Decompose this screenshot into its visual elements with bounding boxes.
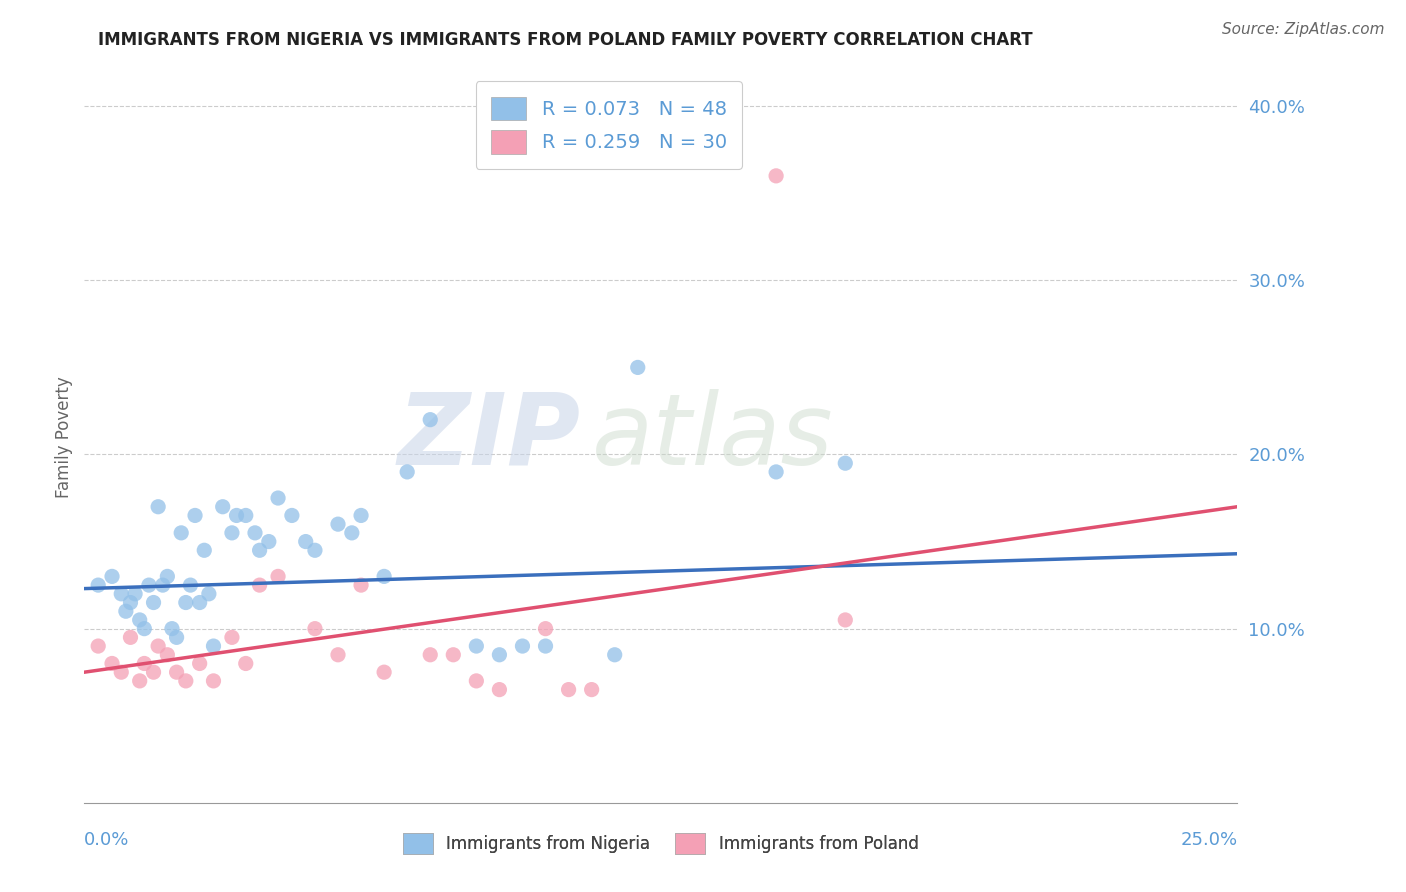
Point — [249, 543, 271, 558]
Point — [156, 569, 179, 583]
Point — [87, 639, 110, 653]
Point — [202, 673, 225, 688]
Point — [193, 543, 215, 558]
Point — [211, 500, 233, 514]
Text: 0.0%: 0.0% — [84, 830, 129, 848]
Point — [142, 595, 165, 609]
Point — [512, 639, 534, 653]
Point — [202, 639, 225, 653]
Point — [166, 631, 188, 645]
Point — [249, 578, 271, 592]
Point — [221, 631, 243, 645]
Point — [156, 648, 179, 662]
Point — [170, 525, 193, 540]
Text: ZIP: ZIP — [396, 389, 581, 485]
Point — [166, 665, 188, 680]
Point — [235, 508, 257, 523]
Point — [294, 534, 316, 549]
Point — [101, 569, 124, 583]
Point — [534, 639, 557, 653]
Point — [221, 525, 243, 540]
Point — [534, 622, 557, 636]
Point — [350, 578, 373, 592]
Point — [488, 682, 510, 697]
Point — [488, 648, 510, 662]
Point — [419, 648, 441, 662]
Point — [179, 578, 201, 592]
Point — [134, 657, 156, 671]
Point — [281, 508, 304, 523]
Point — [340, 525, 363, 540]
Point — [110, 665, 132, 680]
Legend: Immigrants from Nigeria, Immigrants from Poland: Immigrants from Nigeria, Immigrants from… — [396, 827, 925, 860]
Point — [267, 569, 290, 583]
Point — [120, 631, 142, 645]
Point — [326, 517, 349, 532]
Point — [124, 587, 146, 601]
Point — [603, 648, 626, 662]
Point — [184, 508, 207, 523]
Y-axis label: Family Poverty: Family Poverty — [55, 376, 73, 498]
Point — [304, 543, 326, 558]
Point — [396, 465, 419, 479]
Text: Source: ZipAtlas.com: Source: ZipAtlas.com — [1222, 22, 1385, 37]
Point — [128, 673, 150, 688]
Point — [581, 682, 603, 697]
Point — [235, 657, 257, 671]
Point — [373, 665, 395, 680]
Point — [627, 360, 650, 375]
Point — [441, 648, 464, 662]
Point — [304, 622, 326, 636]
Point — [765, 169, 787, 183]
Point — [465, 639, 488, 653]
Point — [128, 613, 150, 627]
Point — [174, 673, 197, 688]
Point — [101, 657, 124, 671]
Point — [142, 665, 165, 680]
Point — [834, 613, 856, 627]
Point — [87, 578, 110, 592]
Text: atlas: atlas — [592, 389, 834, 485]
Point — [152, 578, 174, 592]
Point — [110, 587, 132, 601]
Point — [834, 456, 856, 470]
Point — [257, 534, 280, 549]
Point — [419, 412, 441, 426]
Point — [138, 578, 160, 592]
Point — [174, 595, 197, 609]
Point — [188, 595, 211, 609]
Point — [350, 508, 373, 523]
Point — [225, 508, 247, 523]
Point — [267, 491, 290, 505]
Point — [765, 465, 787, 479]
Point — [373, 569, 395, 583]
Point — [188, 657, 211, 671]
Point — [243, 525, 266, 540]
Point — [115, 604, 138, 618]
Point — [160, 622, 183, 636]
Text: IMMIGRANTS FROM NIGERIA VS IMMIGRANTS FROM POLAND FAMILY POVERTY CORRELATION CHA: IMMIGRANTS FROM NIGERIA VS IMMIGRANTS FR… — [98, 31, 1033, 49]
Point — [146, 639, 169, 653]
Point — [198, 587, 221, 601]
Point — [326, 648, 349, 662]
Point — [120, 595, 142, 609]
Point — [146, 500, 169, 514]
Text: 25.0%: 25.0% — [1180, 830, 1237, 848]
Point — [465, 673, 488, 688]
Point — [557, 682, 579, 697]
Point — [134, 622, 156, 636]
